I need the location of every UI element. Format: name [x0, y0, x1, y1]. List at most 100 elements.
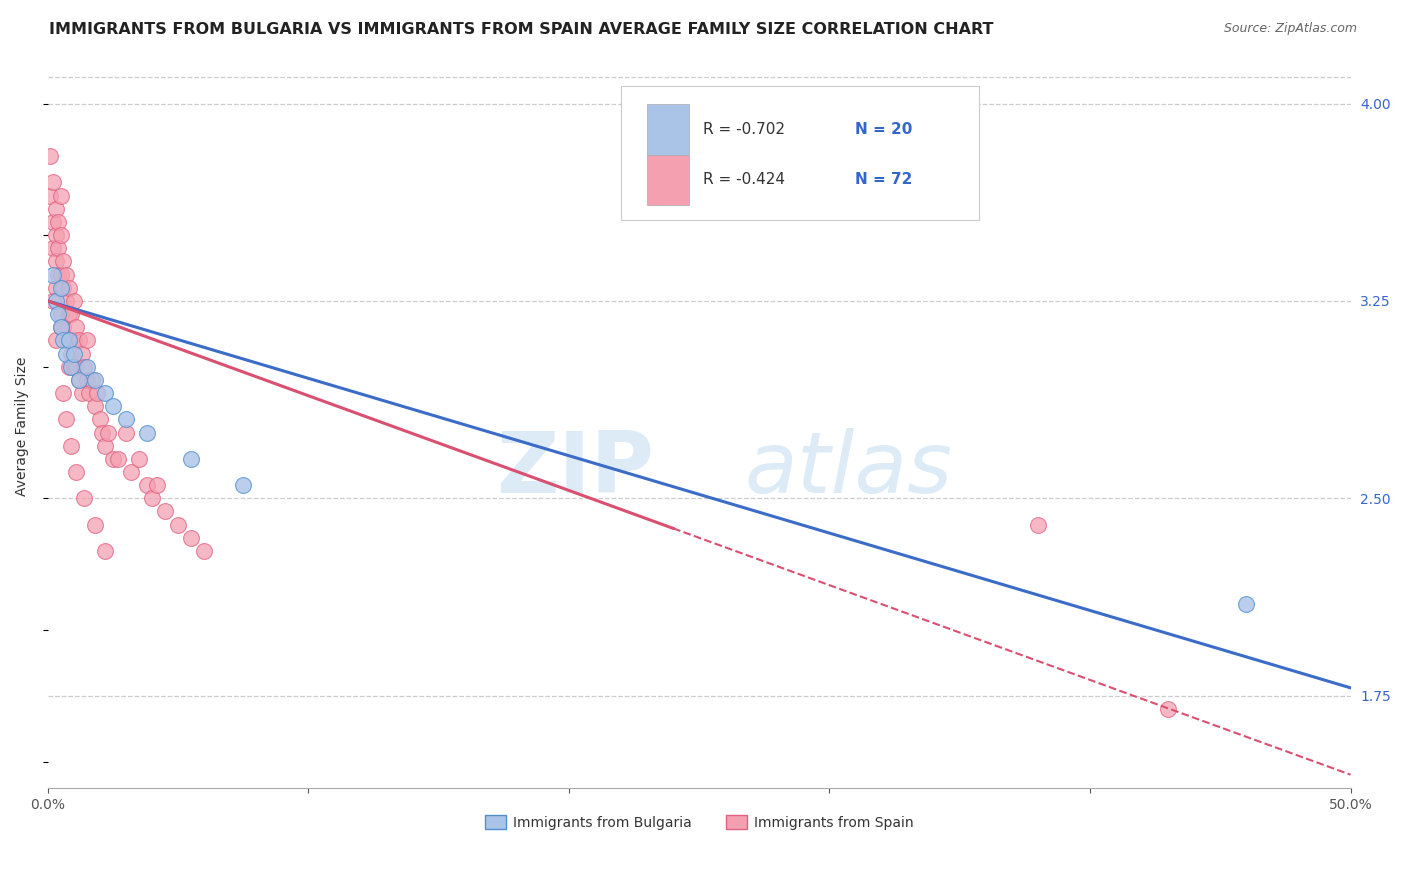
Point	[49, 281, 72, 295]
Point	[120, 465, 142, 479]
FancyBboxPatch shape	[621, 86, 979, 219]
Point	[49, 228, 72, 243]
Point	[89, 412, 111, 426]
Text: atlas: atlas	[745, 428, 953, 511]
Point	[62, 346, 84, 360]
Point	[45, 228, 67, 243]
Point	[49, 268, 72, 282]
Point	[83, 399, 105, 413]
Point	[58, 307, 80, 321]
Point	[46, 268, 69, 282]
Text: R = -0.424: R = -0.424	[703, 172, 785, 187]
Point	[67, 373, 90, 387]
Point	[49, 320, 72, 334]
Point	[49, 188, 72, 202]
Text: IMMIGRANTS FROM BULGARIA VS IMMIGRANTS FROM SPAIN AVERAGE FAMILY SIZE CORRELATIO: IMMIGRANTS FROM BULGARIA VS IMMIGRANTS F…	[49, 22, 994, 37]
Point	[55, 293, 77, 308]
Point	[58, 334, 80, 348]
Text: Source: ZipAtlas.com: Source: ZipAtlas.com	[1223, 22, 1357, 36]
Point	[83, 373, 105, 387]
Point	[65, 320, 87, 334]
Point	[115, 425, 138, 440]
Point	[62, 334, 84, 348]
Point	[42, 268, 65, 282]
Point	[141, 491, 163, 506]
Point	[101, 399, 124, 413]
Text: N = 20: N = 20	[855, 121, 912, 136]
Point	[153, 504, 176, 518]
Point	[101, 451, 124, 466]
Point	[45, 334, 67, 348]
Point	[46, 307, 69, 321]
Point	[128, 451, 150, 466]
Point	[60, 439, 83, 453]
Point	[42, 241, 65, 255]
Point	[42, 293, 65, 308]
Point	[76, 359, 98, 374]
Point	[39, 149, 62, 163]
Point	[58, 334, 80, 348]
Point	[39, 188, 62, 202]
Point	[55, 268, 77, 282]
Point	[167, 517, 190, 532]
Point	[60, 359, 83, 374]
FancyBboxPatch shape	[647, 154, 689, 205]
Point	[45, 293, 67, 308]
Point	[49, 307, 72, 321]
Point	[146, 478, 169, 492]
Point	[52, 254, 75, 268]
Point	[67, 334, 90, 348]
Point	[45, 281, 67, 295]
Point	[55, 346, 77, 360]
Y-axis label: Average Family Size: Average Family Size	[15, 356, 30, 496]
Point	[60, 307, 83, 321]
Point	[55, 334, 77, 348]
Point	[135, 425, 157, 440]
Point	[76, 373, 98, 387]
Point	[79, 386, 101, 401]
Point	[94, 386, 117, 401]
Point	[45, 202, 67, 216]
Point	[42, 215, 65, 229]
Point	[193, 544, 215, 558]
Point	[70, 346, 93, 360]
Point	[70, 386, 93, 401]
Point	[135, 478, 157, 492]
Point	[80, 373, 103, 387]
Point	[180, 451, 202, 466]
Point	[1234, 597, 1257, 611]
Point	[52, 386, 75, 401]
Text: R = -0.702: R = -0.702	[703, 121, 785, 136]
Point	[1157, 702, 1180, 716]
Text: ZIP: ZIP	[496, 428, 654, 511]
Point	[107, 451, 129, 466]
Point	[58, 359, 80, 374]
Point	[94, 544, 117, 558]
Point	[52, 320, 75, 334]
Point	[55, 412, 77, 426]
Text: N = 72: N = 72	[855, 172, 912, 187]
Point	[115, 412, 138, 426]
Point	[180, 531, 202, 545]
Point	[73, 491, 96, 506]
Point	[45, 254, 67, 268]
Point	[46, 241, 69, 255]
Point	[73, 359, 96, 374]
FancyBboxPatch shape	[647, 103, 689, 154]
Point	[232, 478, 254, 492]
Point	[97, 425, 120, 440]
Point	[76, 334, 98, 348]
Point	[52, 334, 75, 348]
Point	[62, 293, 84, 308]
Point	[52, 281, 75, 295]
Point	[65, 465, 87, 479]
Point	[62, 359, 84, 374]
Point	[1026, 517, 1049, 532]
Legend: Immigrants from Bulgaria, Immigrants from Spain: Immigrants from Bulgaria, Immigrants fro…	[479, 809, 920, 835]
Point	[86, 386, 108, 401]
Point	[83, 517, 105, 532]
Point	[42, 176, 65, 190]
Point	[46, 215, 69, 229]
Point	[65, 359, 87, 374]
Point	[49, 320, 72, 334]
